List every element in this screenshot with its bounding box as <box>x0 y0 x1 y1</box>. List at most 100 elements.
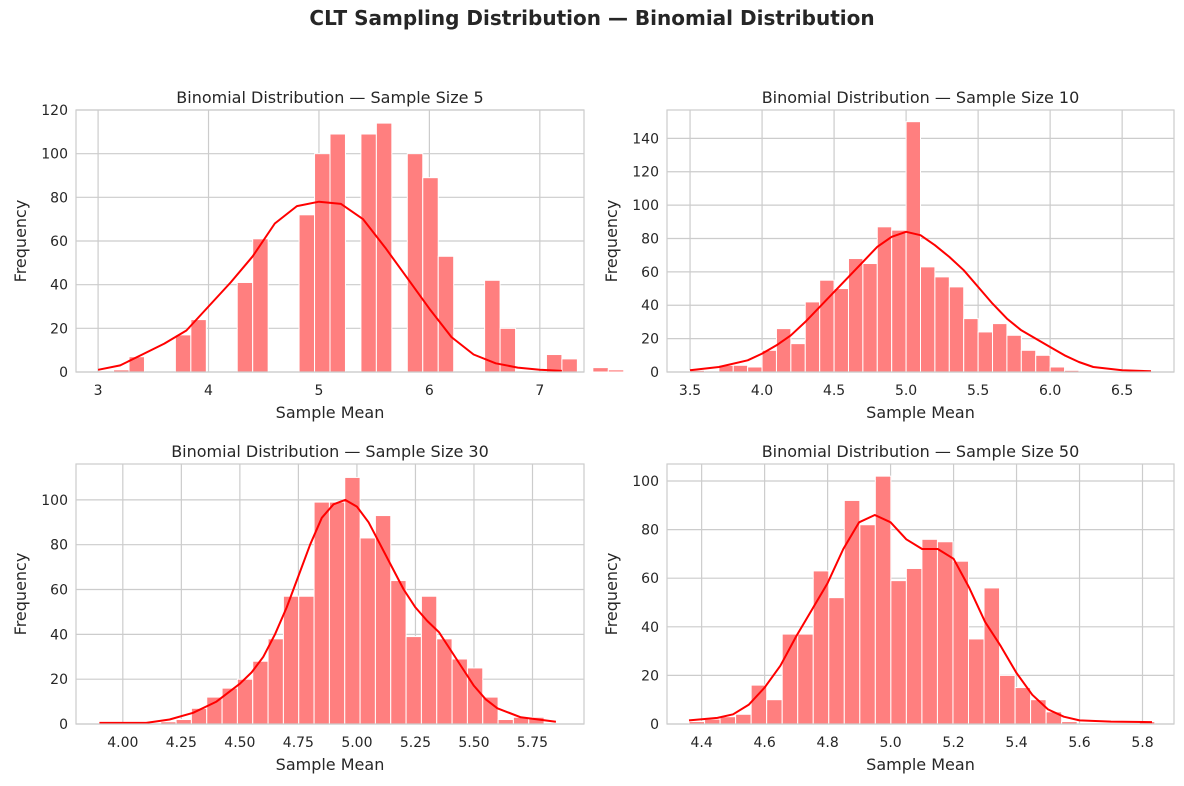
subplot-4: 0 20 40 60 80 100 4.4 4.6 4.8 5.0 5.2 5.4 5.6 5.8 Bino… <box>602 442 1175 774</box>
kde-curve <box>99 498 557 724</box>
histogram-bar <box>252 238 269 373</box>
y-axis-label: Frequency <box>11 200 30 283</box>
histogram-bar <box>436 638 453 725</box>
x-axis-label: Sample Mean <box>276 403 385 422</box>
x-tick-label: 4 <box>204 383 213 399</box>
y-tick-label: 40 <box>641 620 659 636</box>
histogram-bar <box>344 476 361 725</box>
subplot-2: 0 20 40 60 80 100 120 140 3.5 4.0 4.5 5.0 5.5 6.0 6.5 B… <box>602 88 1175 422</box>
y-tick-label: 120 <box>632 165 659 181</box>
y-axis-label: Frequency <box>602 200 621 283</box>
x-tick-label: 4.0 <box>751 383 773 399</box>
x-tick-label: 6 <box>425 383 434 399</box>
histogram-bar <box>236 281 254 373</box>
y-tick-label: 80 <box>641 523 659 539</box>
x-tick-label: 5.50 <box>458 735 489 751</box>
axes-frame <box>666 109 1175 373</box>
histogram-bar <box>437 255 455 373</box>
histogram-bar <box>952 560 969 725</box>
histogram-bar <box>905 121 922 373</box>
histogram-bar <box>719 716 737 725</box>
histogram-bar <box>1006 334 1022 373</box>
histogram-bar <box>983 587 1001 725</box>
y-tick-label: 60 <box>50 234 68 250</box>
y-tick-label: 40 <box>50 627 68 643</box>
histogram-bar <box>422 177 439 373</box>
y-tick-label: 60 <box>50 583 68 599</box>
histogram-bar <box>905 567 923 725</box>
histogram-bar <box>451 658 468 725</box>
histogram-bar <box>236 678 254 725</box>
histogram-bar <box>1020 349 1037 373</box>
histogram-bar <box>790 343 806 373</box>
subplot-title: Binomial Distribution — Sample Size 30 <box>171 442 489 461</box>
histogram-bar <box>328 501 346 725</box>
kde-curve <box>97 200 562 372</box>
x-tick-label: 5.2 <box>942 735 964 751</box>
histogram-bar <box>267 638 284 725</box>
histogram-bar <box>920 266 936 373</box>
histogram-bar <box>607 369 625 373</box>
y-tick-label: 20 <box>641 668 659 684</box>
histogram-bar <box>1035 354 1051 373</box>
x-tick-label: 6.0 <box>1039 383 1061 399</box>
axes-frame <box>75 463 585 725</box>
histogram-bar <box>999 674 1016 725</box>
subplot-title: Binomial Distribution — Sample Size 10 <box>762 88 1080 107</box>
histogram-bar <box>252 660 269 725</box>
x-tick-label: 6.5 <box>1111 383 1133 399</box>
y-tick-label: 80 <box>641 231 659 247</box>
histogram-bar <box>735 713 752 725</box>
histogram-bar <box>828 597 845 725</box>
histogram-bar <box>592 367 609 373</box>
x-tick-label: 5 <box>314 383 323 399</box>
histogram-bar <box>497 719 514 725</box>
histogram-bar <box>948 286 965 373</box>
y-tick-label: 20 <box>641 332 659 348</box>
histogram-bar <box>891 229 907 373</box>
y-tick-label: 100 <box>41 493 68 509</box>
histogram-bar <box>876 226 893 373</box>
x-tick-label: 5.0 <box>879 735 901 751</box>
x-tick-label: 4.75 <box>283 735 314 751</box>
histogram-bar <box>313 501 330 725</box>
x-axis-label: Sample Mean <box>866 755 975 774</box>
x-tick-label: 4.6 <box>753 735 775 751</box>
axes-frame <box>666 463 1175 725</box>
figure-title: CLT Sampling Distribution — Binomial Dis… <box>309 6 875 30</box>
y-tick-label: 40 <box>50 278 68 294</box>
histogram-bar <box>329 133 346 373</box>
x-tick-label: 5.4 <box>1005 735 1027 751</box>
y-tick-label: 0 <box>650 717 659 733</box>
histogram-bar <box>992 323 1008 373</box>
y-axis-label: Frequency <box>11 553 30 636</box>
histogram-bar <box>967 638 985 725</box>
histogram-bar <box>934 276 950 373</box>
y-tick-label: 100 <box>41 147 68 163</box>
x-axis-label: Sample Mean <box>866 403 975 422</box>
histogram-bar <box>405 636 422 725</box>
y-tick-label: 0 <box>59 365 68 381</box>
histogram-bar <box>747 366 763 373</box>
histogram-bar <box>298 595 315 725</box>
x-tick-label: 4.00 <box>107 735 138 751</box>
kde-curve <box>688 514 1153 724</box>
histogram-bar <box>977 331 994 373</box>
histogram-bar <box>190 319 207 373</box>
x-tick-label: 5.00 <box>341 735 372 751</box>
histogram-bar <box>833 288 849 373</box>
histogram-bar <box>175 719 192 725</box>
x-tick-label: 3 <box>94 383 103 399</box>
histogram-bar <box>862 263 878 373</box>
x-tick-label: 5.8 <box>1131 735 1153 751</box>
histogram-bar <box>360 133 377 373</box>
axes-frame <box>75 109 585 373</box>
x-tick-label: 7 <box>535 383 544 399</box>
histogram-bar <box>390 580 407 725</box>
histogram-bar <box>359 537 376 725</box>
x-tick-label: 4.5 <box>823 383 845 399</box>
histogram-bar <box>732 364 749 373</box>
histogram-bar <box>298 214 316 373</box>
histogram-bar <box>484 279 501 373</box>
